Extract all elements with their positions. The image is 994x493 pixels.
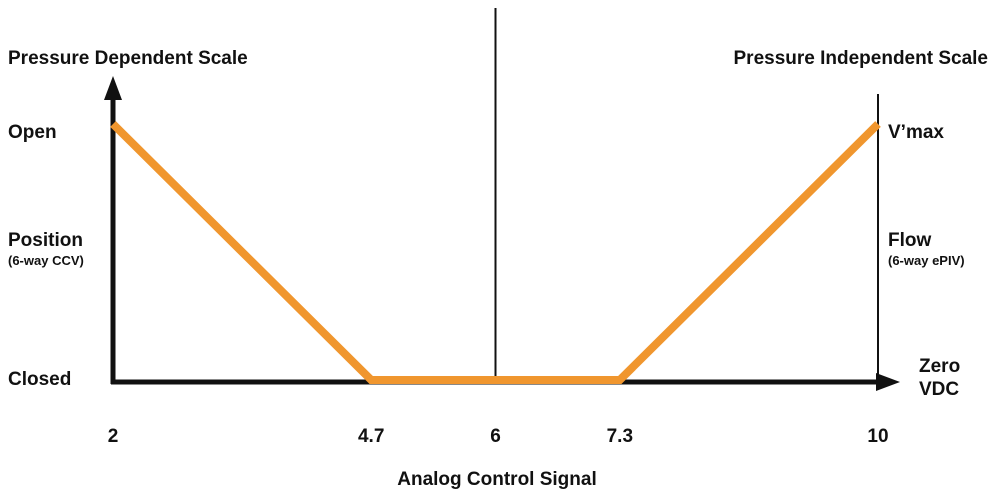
left-label-closed: Closed [8, 369, 71, 390]
right-scale-title: Pressure Independent Scale [734, 48, 989, 69]
left-scale-title: Pressure Dependent Scale [8, 48, 248, 69]
x-tick-labels: 2 4.7 6 7.3 10 [108, 426, 889, 447]
left-label-position: Position [8, 230, 83, 251]
x-tick-label: 4.7 [358, 426, 384, 447]
x-tick-label: 6 [490, 426, 501, 447]
left-label-open: Open [8, 122, 57, 143]
right-label-vmax: V’max [888, 122, 944, 143]
y-axis-arrow-icon [104, 76, 122, 100]
x-tick-label: 2 [108, 426, 119, 447]
right-label-zero: Zero [919, 356, 960, 377]
right-label-flow-sub: (6-way ePIV) [888, 253, 965, 268]
x-tick-label: 7.3 [607, 426, 633, 447]
x-axis-label: Analog Control Signal [397, 469, 597, 490]
right-label-flow: Flow [888, 230, 931, 251]
x-tick-label: 10 [867, 426, 888, 447]
left-label-position-sub: (6-way CCV) [8, 253, 84, 268]
right-label-vdc: VDC [919, 379, 959, 400]
signal-series-line [110, 121, 881, 384]
x-axis-arrow-icon [876, 373, 900, 391]
